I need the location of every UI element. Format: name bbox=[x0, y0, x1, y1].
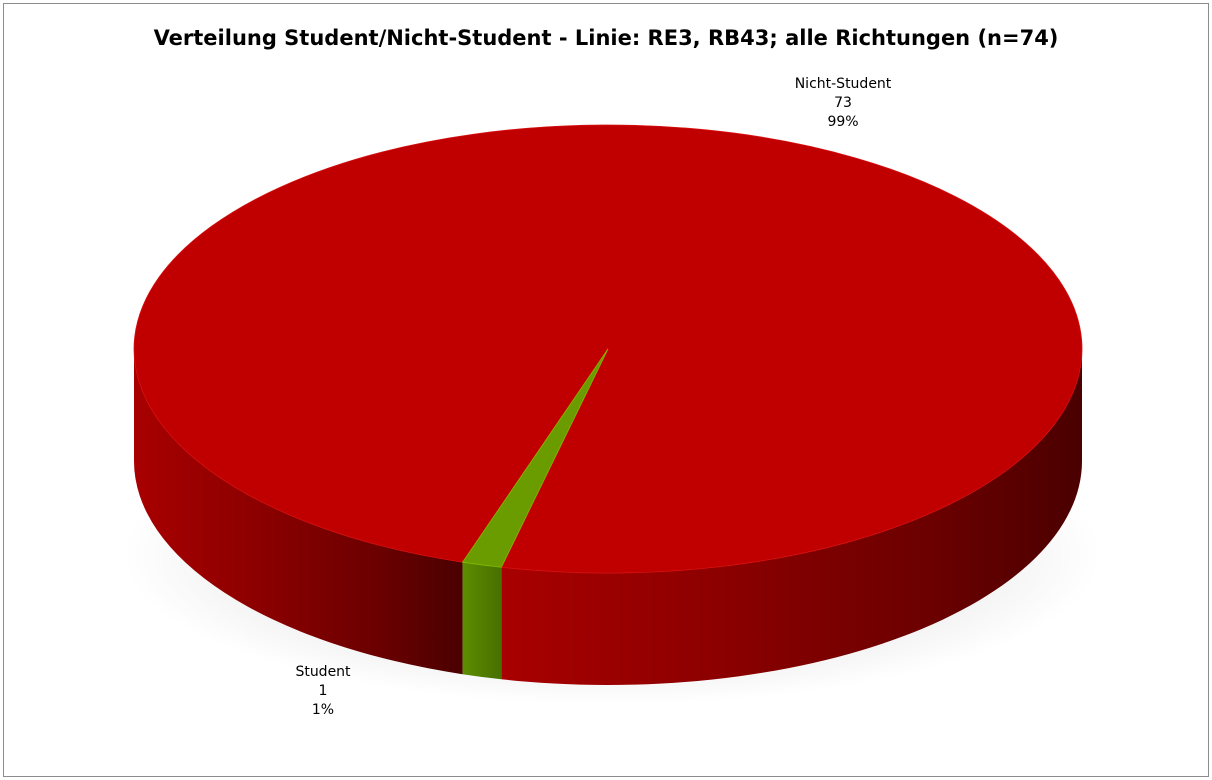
data-label-student: Student 1 1% bbox=[295, 664, 351, 718]
slice-side-nicht-student-1 bbox=[501, 349, 1082, 686]
slice-side-nicht-student bbox=[134, 349, 463, 675]
slice-student bbox=[461, 348, 609, 568]
slice-side-student bbox=[462, 562, 502, 680]
data-label-student-line-2: 1% bbox=[312, 702, 334, 718]
data-label-nicht-student: Nicht-Student 73 99% bbox=[795, 76, 892, 130]
data-label-nicht-student-line-1: 73 bbox=[834, 95, 852, 111]
data-label-nicht-student-line-2: 99% bbox=[827, 114, 858, 130]
data-label-nicht-student-line-0: Nicht-Student bbox=[795, 76, 892, 92]
data-label-student-line-1: 1 bbox=[319, 683, 328, 699]
data-label-student-line-0: Student bbox=[295, 664, 351, 680]
chart-title: Verteilung Student/Nicht-Student - Linie… bbox=[153, 26, 1059, 50]
